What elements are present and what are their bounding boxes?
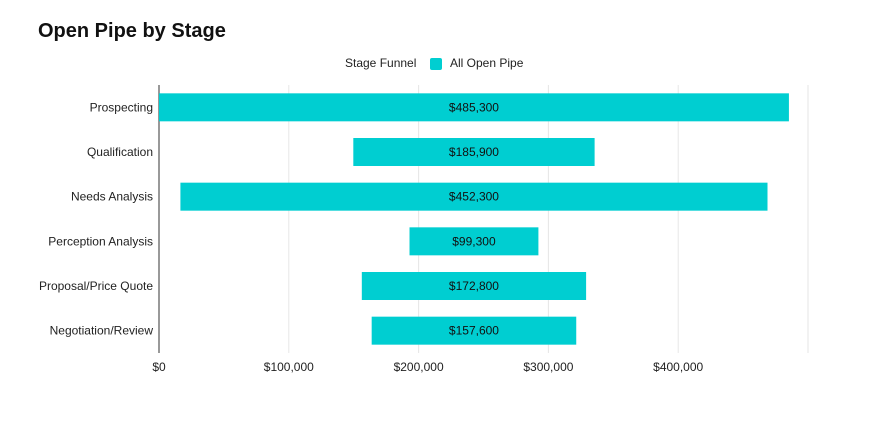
bar-perception-analysis[interactable] xyxy=(409,227,539,256)
legend-title: Stage Funnel xyxy=(345,56,417,70)
category-label: Perception Analysis xyxy=(48,234,153,248)
x-tick-label: $0 xyxy=(152,360,166,374)
category-label: Prospecting xyxy=(90,100,153,114)
data-label: $172,800 xyxy=(449,279,499,293)
bar-qualification[interactable] xyxy=(353,138,595,166)
bar-proposal-price-quote[interactable] xyxy=(361,272,587,300)
category-label: Proposal/Price Quote xyxy=(39,279,153,293)
category-label: Negotiation/Review xyxy=(50,324,154,338)
x-tick-label: $300,000 xyxy=(523,360,573,374)
legend: Stage Funnel All Open Pipe xyxy=(0,54,887,72)
bar-prospecting[interactable] xyxy=(159,93,789,122)
data-label: $452,300 xyxy=(449,190,499,204)
legend-swatch[interactable] xyxy=(430,58,442,70)
data-label: $157,600 xyxy=(449,324,499,338)
data-label: $485,300 xyxy=(449,100,499,114)
x-tick-label: $200,000 xyxy=(394,360,444,374)
category-label: Needs Analysis xyxy=(71,190,153,204)
x-tick-label: $400,000 xyxy=(653,360,703,374)
data-label: $99,300 xyxy=(452,234,496,248)
data-label: $185,900 xyxy=(449,145,499,159)
legend-label-all-open-pipe[interactable]: All Open Pipe xyxy=(450,56,524,70)
bar-negotiation-review[interactable] xyxy=(371,316,577,345)
chart-title: Open Pipe by Stage xyxy=(38,20,226,42)
bar-needs-analysis[interactable] xyxy=(180,182,768,211)
category-label: Qualification xyxy=(87,145,153,159)
x-tick-label: $100,000 xyxy=(264,360,314,374)
